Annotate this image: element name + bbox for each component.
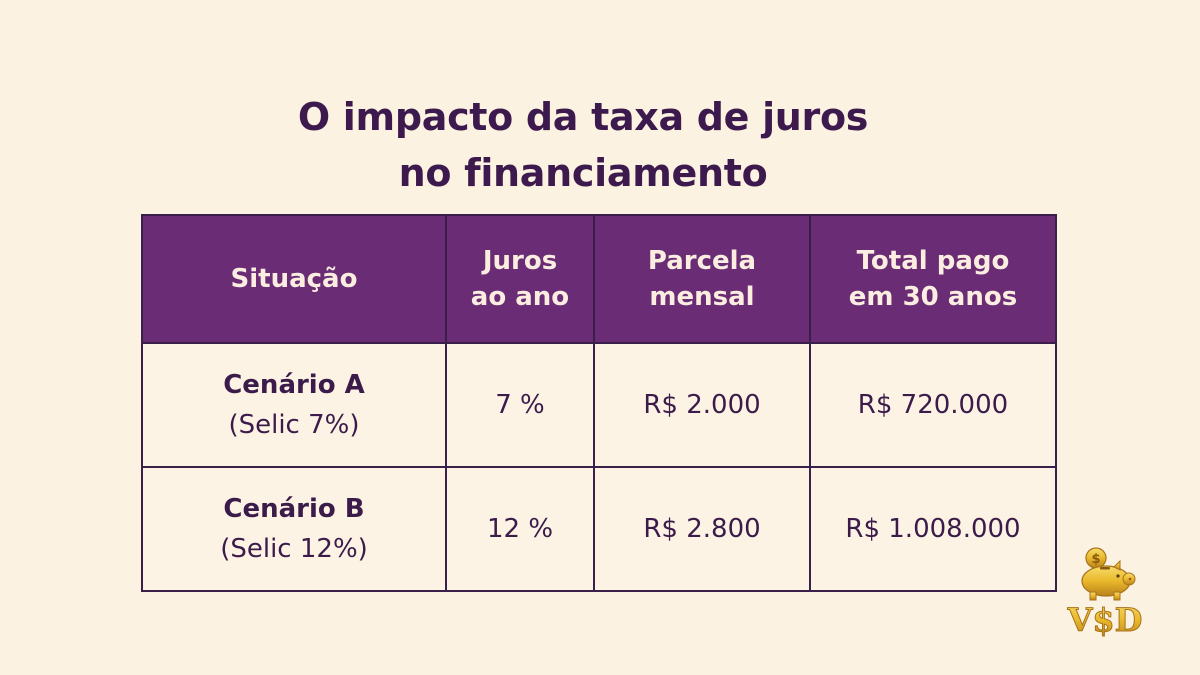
cell-rate: 7 % — [445, 342, 595, 468]
header-situacao: Situação — [141, 214, 447, 344]
cell-installment: R$ 2.000 — [593, 342, 811, 468]
cell-scenario: Cenário A (Selic 7%) — [141, 342, 447, 468]
logo-text: V$D — [1067, 601, 1143, 637]
page-title-line-2: no financiamento — [398, 151, 768, 196]
vsd-logo: $ V$D — [1054, 545, 1156, 640]
table-row: Cenário A (Selic 7%) 7 % R$ 2.000 R$ 720… — [141, 342, 1057, 468]
cell-total: R$ 720.000 — [809, 342, 1057, 468]
piggy-bank-coin-icon: $ V$D — [1066, 547, 1143, 640]
cell-total: R$ 1.008.000 — [809, 466, 1057, 592]
scenario-selic: (Selic 12%) — [220, 534, 368, 564]
interest-comparison-table: Situação Juros ao ano Parcela mensal Tot… — [141, 214, 1057, 592]
svg-text:$: $ — [1091, 552, 1100, 567]
header-parcela-mensal: Parcela mensal — [593, 214, 811, 344]
page-title: O impacto da taxa de juros no financiame… — [0, 89, 1166, 201]
cell-scenario: Cenário B (Selic 12%) — [141, 466, 447, 592]
table-header-row: Situação Juros ao ano Parcela mensal Tot… — [141, 214, 1057, 344]
cell-rate: 12 % — [445, 466, 595, 592]
table-row: Cenário B (Selic 12%) 12 % R$ 2.800 R$ 1… — [141, 466, 1057, 592]
header-juros-ao-ano: Juros ao ano — [445, 214, 595, 344]
scenario-name: Cenário B — [223, 494, 365, 524]
header-total-pago: Total pago em 30 anos — [809, 214, 1057, 344]
scenario-name: Cenário A — [223, 370, 365, 400]
page-title-line-1: O impacto da taxa de juros — [297, 95, 869, 140]
cell-installment: R$ 2.800 — [593, 466, 811, 592]
scenario-selic: (Selic 7%) — [228, 410, 360, 440]
